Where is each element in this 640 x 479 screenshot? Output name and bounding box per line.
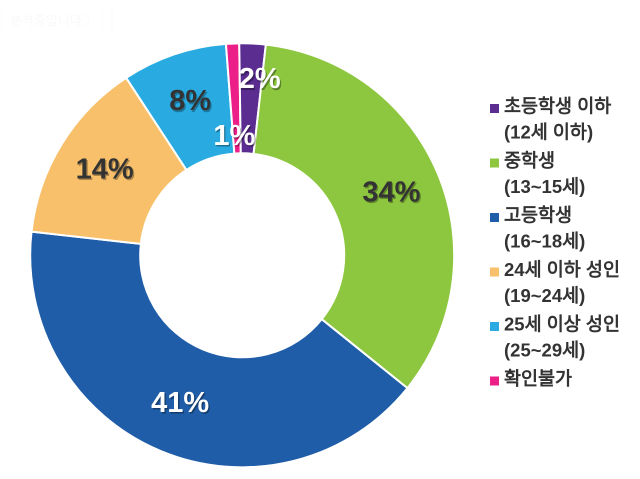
svg-text:14%: 14% <box>76 153 134 185</box>
svg-text:(25~29세): (25~29세) <box>504 340 585 361</box>
svg-text:(16~18세): (16~18세) <box>504 231 585 252</box>
svg-text:(19~24세): (19~24세) <box>504 285 585 306</box>
svg-text:(12세 이하): (12세 이하) <box>504 122 593 143</box>
svg-text:2%: 2% <box>239 63 281 95</box>
svg-text:24세 이하 성인: 24세 이하 성인 <box>504 259 620 280</box>
svg-text:고등학생: 고등학생 <box>504 205 572 226</box>
svg-text:41%: 41% <box>151 387 209 419</box>
svg-text:분석중입니다: 분석중입니다 <box>10 13 82 28</box>
svg-text:확인불가: 확인불가 <box>504 368 572 389</box>
svg-text:중학생: 중학생 <box>504 150 555 171</box>
svg-text:8%: 8% <box>169 85 211 117</box>
svg-text:1%: 1% <box>213 120 255 152</box>
svg-text:25세 이상 성인: 25세 이상 성인 <box>504 314 620 335</box>
svg-text:34%: 34% <box>362 176 420 208</box>
svg-text:(13~15세): (13~15세) <box>504 176 585 197</box>
svg-text:초등학생 이하: 초등학생 이하 <box>504 96 611 117</box>
